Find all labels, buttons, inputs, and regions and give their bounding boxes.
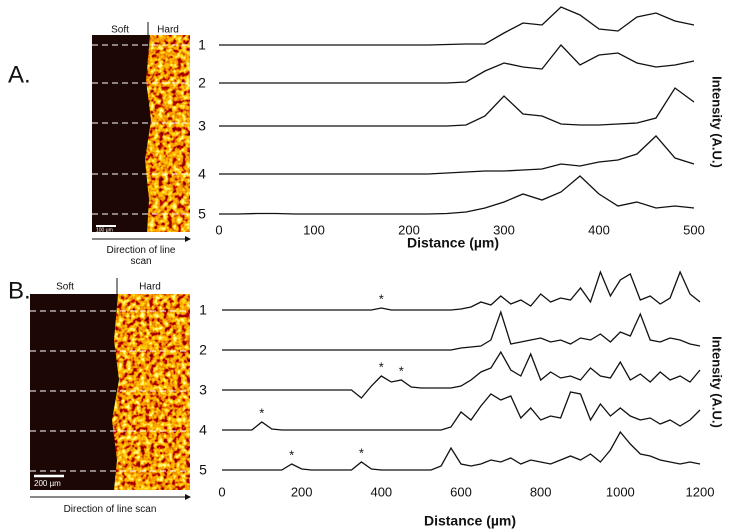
annotation: * <box>379 359 384 374</box>
annotation: * <box>289 447 294 462</box>
trace-label: 4 <box>199 422 207 438</box>
caption: Direction of line scan <box>106 245 176 267</box>
trace-label: 1 <box>198 37 206 53</box>
trace-label: 3 <box>199 382 207 398</box>
intensity-trace <box>222 391 701 431</box>
x-tick-label: 1200 <box>686 484 715 499</box>
scale-bar-label: 200 µm <box>34 479 61 488</box>
x-tick-label: 200 <box>398 222 420 237</box>
scan-lines <box>30 310 190 472</box>
y-axis-label: Intensity (A.U.) <box>710 76 725 168</box>
y-axis-label: Intensity (A.U.) <box>710 336 725 428</box>
x-tick-label: 200 <box>291 484 313 499</box>
intensity-trace <box>219 6 695 46</box>
intensity-trace <box>222 350 701 399</box>
x-tick-label: 0 <box>215 222 222 237</box>
x-tick-label: 100 <box>303 222 325 237</box>
trace-label: 1 <box>199 302 207 318</box>
soft-label: Soft <box>111 25 129 36</box>
trace-label: 4 <box>198 166 206 182</box>
trace-label: 5 <box>198 206 206 222</box>
x-tick-label: 1000 <box>606 484 635 499</box>
intensity-trace <box>219 44 695 84</box>
intensity-trace <box>219 87 695 127</box>
x-tick-label: 400 <box>588 222 610 237</box>
trace-label: 2 <box>199 342 207 358</box>
x-tick-label: 300 <box>493 222 515 237</box>
scan-lines <box>92 44 190 215</box>
x-tick-label: 0 <box>218 484 225 499</box>
hard-label: Hard <box>157 25 179 36</box>
trace-label: 3 <box>198 118 206 134</box>
hard-label: Hard <box>139 282 161 293</box>
micrograph-hard <box>112 294 190 490</box>
trace-label: 2 <box>198 75 206 91</box>
trace-label: 5 <box>199 462 207 478</box>
panel-label: B. <box>8 277 31 304</box>
x-tick-label: 800 <box>530 484 552 499</box>
x-tick-label: 600 <box>450 484 472 499</box>
intensity-trace <box>219 175 695 215</box>
header-bg <box>92 22 190 35</box>
intensity-trace <box>222 309 701 351</box>
panel-label: A. <box>8 61 31 88</box>
annotation: * <box>259 405 264 420</box>
x-tick-label: 500 <box>683 222 705 237</box>
intensity-trace <box>222 270 701 311</box>
annotation: * <box>359 445 364 460</box>
x-axis-label: Distance (µm) <box>407 235 499 251</box>
caption: Direction of line scan <box>63 504 157 515</box>
soft-label: Soft <box>56 282 74 293</box>
intensity-trace <box>222 430 701 471</box>
annotation: * <box>379 291 384 306</box>
micrograph-hard <box>145 35 190 232</box>
intensity-trace <box>219 135 695 175</box>
x-tick-label: 400 <box>370 484 392 499</box>
x-axis-label: Distance (µm) <box>424 513 516 529</box>
annotation: * <box>399 363 404 378</box>
scale-bar-label: 100 µm <box>96 227 113 233</box>
